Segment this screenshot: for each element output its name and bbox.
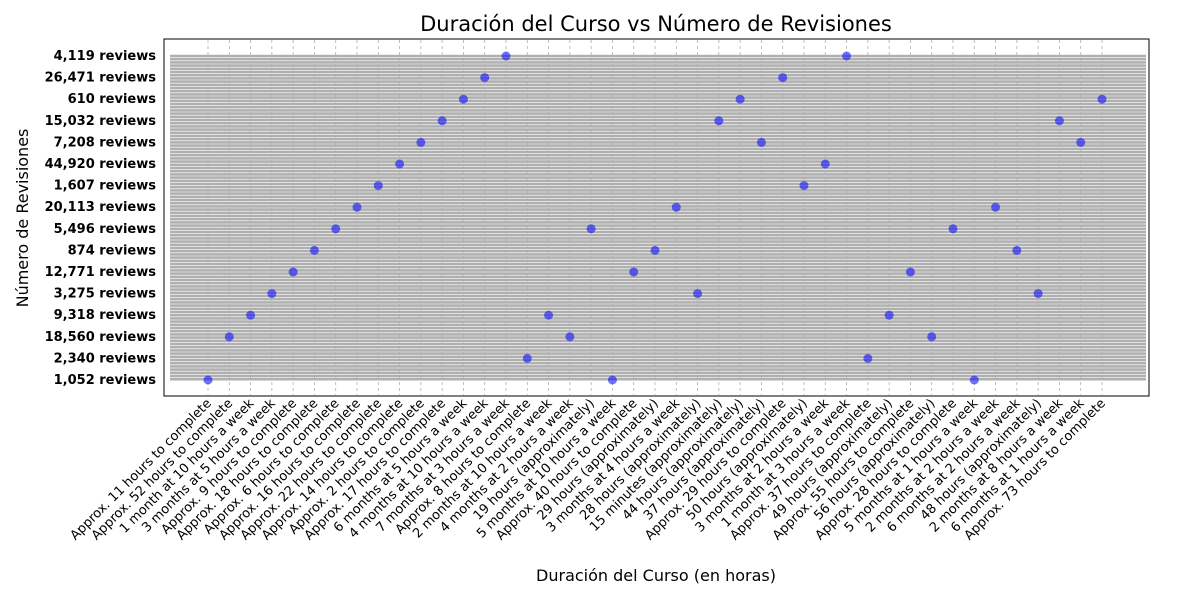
y-tick-label: 610 reviews bbox=[68, 92, 157, 107]
data-point bbox=[203, 375, 213, 385]
data-point bbox=[799, 181, 809, 191]
data-point bbox=[373, 181, 383, 191]
y-tick-labels: 1,052 reviews 2,340 reviews 18,560 reviews… bbox=[45, 49, 157, 388]
data-point bbox=[544, 310, 554, 320]
data-point bbox=[565, 332, 575, 342]
data-point bbox=[1033, 289, 1043, 299]
chart-title: Duración del Curso vs Número de Revision… bbox=[420, 12, 892, 36]
data-point bbox=[820, 159, 830, 169]
y-tick-label: 26,471 reviews bbox=[45, 71, 157, 86]
y-tick-label: 5,496 reviews bbox=[54, 222, 157, 237]
data-point bbox=[629, 267, 639, 277]
data-point bbox=[693, 289, 703, 299]
x-axis-label: Duración del Curso (en horas) bbox=[536, 566, 776, 585]
data-point bbox=[309, 245, 319, 255]
data-point bbox=[586, 224, 596, 234]
data-point bbox=[416, 137, 426, 147]
data-point bbox=[756, 137, 766, 147]
data-point bbox=[246, 310, 256, 320]
plot-area-frame bbox=[163, 38, 1150, 397]
grid bbox=[170, 40, 1146, 395]
data-point bbox=[650, 245, 660, 255]
data-point bbox=[224, 332, 234, 342]
y-tick-label: 1,052 reviews bbox=[54, 373, 157, 388]
data-point bbox=[1097, 94, 1107, 104]
data-points bbox=[203, 51, 1107, 385]
data-point bbox=[842, 51, 852, 61]
data-point bbox=[948, 224, 958, 234]
data-point bbox=[267, 289, 277, 299]
y-tick-label: 9,318 reviews bbox=[54, 308, 157, 323]
data-point bbox=[522, 353, 532, 363]
data-point bbox=[863, 353, 873, 363]
data-point bbox=[671, 202, 681, 212]
data-point bbox=[501, 51, 511, 61]
data-point bbox=[1076, 137, 1086, 147]
data-point bbox=[480, 73, 490, 83]
data-point bbox=[884, 310, 894, 320]
data-point bbox=[288, 267, 298, 277]
data-point bbox=[1054, 116, 1064, 126]
data-point bbox=[969, 375, 979, 385]
data-point bbox=[735, 94, 745, 104]
data-point bbox=[395, 159, 405, 169]
data-point bbox=[607, 375, 617, 385]
y-tick-label: 7,208 reviews bbox=[54, 135, 157, 150]
data-point bbox=[1012, 245, 1022, 255]
y-tick-label: 4,119 reviews bbox=[54, 49, 157, 64]
y-axis-label: Número de Revisiones bbox=[13, 129, 32, 308]
y-tick-label: 15,032 reviews bbox=[45, 114, 157, 129]
y-tick-label: 874 reviews bbox=[68, 243, 157, 258]
data-point bbox=[927, 332, 937, 342]
data-point bbox=[458, 94, 468, 104]
data-point bbox=[714, 116, 724, 126]
data-point bbox=[437, 116, 447, 126]
y-tick-label: 2,340 reviews bbox=[54, 351, 157, 366]
y-tick-label: 3,275 reviews bbox=[54, 287, 157, 302]
data-point bbox=[991, 202, 1001, 212]
data-point bbox=[331, 224, 341, 234]
y-tick-label: 18,560 reviews bbox=[45, 330, 157, 345]
y-tick-label: 20,113 reviews bbox=[45, 200, 157, 215]
data-point bbox=[778, 73, 788, 83]
y-tick-label: 12,771 reviews bbox=[45, 265, 157, 280]
data-point bbox=[352, 202, 362, 212]
y-tick-label: 1,607 reviews bbox=[54, 179, 157, 194]
data-point bbox=[905, 267, 915, 277]
y-tick-label: 44,920 reviews bbox=[45, 157, 157, 172]
